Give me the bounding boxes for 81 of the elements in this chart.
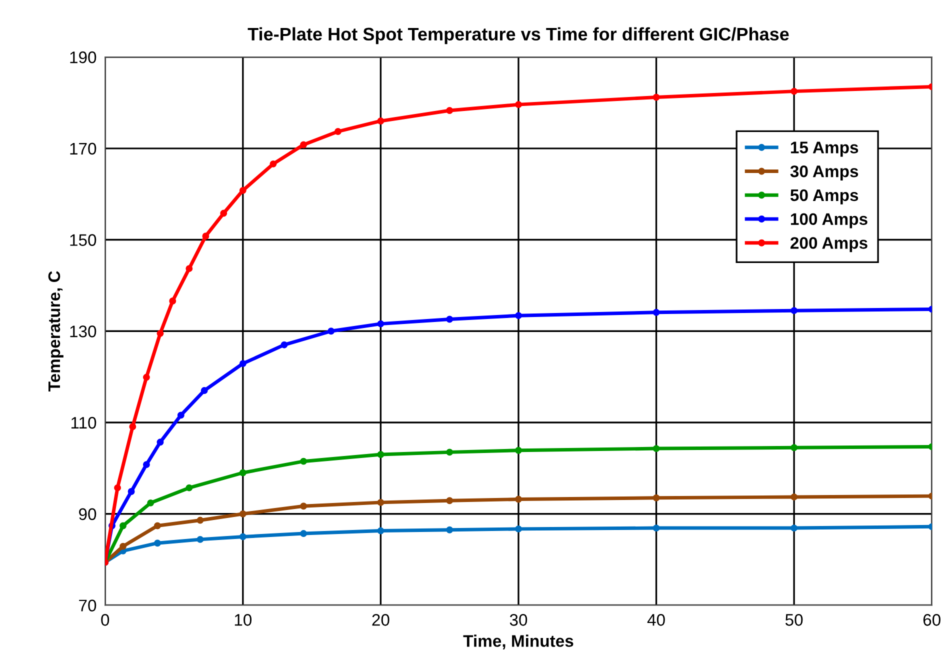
- point: [239, 186, 246, 194]
- point: [334, 128, 342, 135]
- point: [156, 330, 164, 337]
- point: [156, 438, 164, 446]
- point: [515, 496, 522, 503]
- point: [377, 320, 384, 328]
- point: [790, 494, 798, 500]
- point: [790, 307, 798, 314]
- point: [300, 530, 308, 537]
- point: [147, 499, 154, 506]
- point: [169, 298, 176, 304]
- point: [446, 526, 454, 534]
- point: [154, 522, 161, 530]
- point: [196, 536, 204, 543]
- point: [515, 446, 522, 454]
- y-axis-title: Temperature, C: [48, 271, 64, 392]
- legend-label: 200 Amps: [790, 237, 868, 252]
- point: [790, 88, 798, 95]
- point: [142, 374, 150, 381]
- point: [446, 448, 454, 456]
- point: [196, 516, 204, 524]
- point: [280, 341, 288, 348]
- y-tick-label: 190: [70, 51, 96, 64]
- point: [300, 458, 308, 465]
- point: [652, 94, 660, 101]
- y-tick-label: 130: [70, 326, 96, 338]
- x-tick-label: 30: [510, 614, 528, 626]
- point: [446, 497, 454, 504]
- point: [239, 360, 246, 368]
- point: [239, 533, 246, 540]
- point: [128, 488, 135, 495]
- x-tick-label: 60: [923, 614, 940, 626]
- x-tick-label: 50: [785, 614, 803, 626]
- point: [790, 524, 798, 532]
- point: [129, 423, 136, 430]
- point: [377, 527, 384, 534]
- x-tick-label: 0: [101, 614, 110, 626]
- point: [154, 540, 161, 547]
- x-tick-label: 20: [372, 614, 390, 626]
- point: [270, 160, 277, 168]
- point: [186, 265, 193, 272]
- point: [790, 444, 798, 452]
- point: [446, 107, 454, 114]
- point: [652, 524, 660, 532]
- point: [377, 451, 384, 458]
- point: [515, 101, 522, 108]
- point: [515, 525, 522, 532]
- y-tick-label: 150: [70, 234, 96, 246]
- point: [220, 210, 228, 217]
- chart-title: Tie-Plate Hot Spot Temperature vs Time for different GIC/Phase: [248, 27, 789, 44]
- legend-label: 100 Amps: [790, 213, 868, 228]
- point: [328, 328, 335, 335]
- y-tick-label: 170: [70, 142, 96, 155]
- point: [446, 316, 454, 323]
- legend-label: 30 Amps: [790, 165, 858, 181]
- point: [377, 118, 384, 124]
- point: [652, 494, 660, 502]
- point: [377, 498, 384, 506]
- y-tick-label: 70: [79, 600, 96, 612]
- point: [114, 484, 121, 492]
- point: [200, 387, 208, 394]
- point: [652, 445, 660, 452]
- point: [120, 522, 126, 530]
- legend-label: 15 Amps: [790, 142, 858, 157]
- point: [515, 312, 522, 320]
- x-tick-label: 40: [647, 614, 665, 626]
- x-axis-title: Time, Minutes: [463, 634, 574, 650]
- legend-label: 50 Amps: [790, 189, 858, 204]
- y-tick-label: 110: [71, 416, 96, 429]
- point: [300, 141, 308, 148]
- y-tick-label: 90: [79, 508, 96, 520]
- point: [239, 469, 246, 476]
- point: [652, 308, 660, 316]
- point: [177, 412, 184, 419]
- point: [186, 484, 193, 492]
- point: [202, 232, 210, 240]
- point: [300, 502, 308, 510]
- point: [142, 461, 150, 468]
- x-tick-label: 10: [234, 614, 252, 626]
- point: [239, 510, 246, 518]
- point: [120, 542, 126, 550]
